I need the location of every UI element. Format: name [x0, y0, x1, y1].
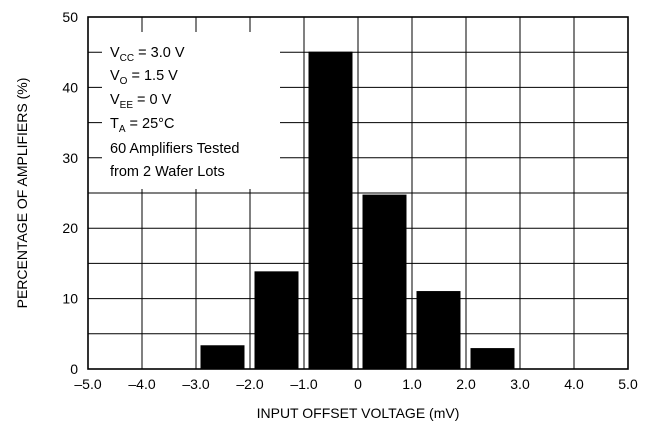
y-tick-label: 30 — [62, 150, 78, 166]
y-tick-labels: 0 10 20 30 40 50 — [62, 9, 78, 377]
grid — [88, 17, 628, 369]
y-tick-label: 0 — [70, 361, 78, 377]
y-tick-label: 10 — [62, 291, 78, 307]
histogram-bar — [470, 348, 515, 370]
y-tick-label: 50 — [62, 9, 78, 25]
y-axis-title: PERCENTAGE OF AMPLIFIERS (%) — [14, 78, 30, 309]
plot-frame — [87, 16, 629, 370]
x-axis-title: INPUT OFFSET VOLTAGE (mV) — [257, 405, 460, 421]
x-tick-label: 5.0 — [618, 376, 638, 392]
histogram-bar — [200, 345, 245, 370]
annotation-amplifiers-tested: 60 Amplifiers Tested — [110, 141, 240, 157]
annotation: VCC = 3.0 V VO = 1.5 V VEE = 0 V TA = 25… — [110, 45, 240, 180]
y-tick-label: 40 — [62, 79, 78, 95]
annotation-ta: TA = 25°C — [110, 116, 174, 135]
histogram-bar — [308, 51, 353, 370]
annotation-wafer-lots: from 2 Wafer Lots — [110, 164, 225, 180]
histogram-bar — [254, 271, 299, 370]
x-tick-label: 4.0 — [564, 376, 584, 392]
x-tick-label: 0 — [354, 376, 362, 392]
x-tick-label: –2.0 — [236, 376, 263, 392]
x-tick-labels: –5.0 –4.0 –3.0 –2.0 –1.0 0 1.0 2.0 3.0 4.0 5.0 — [74, 376, 638, 392]
annotation-vee: VEE = 0 V — [110, 92, 172, 111]
y-tick-label: 20 — [62, 220, 78, 236]
x-tick-label: 3.0 — [510, 376, 530, 392]
x-tick-label: 1.0 — [402, 376, 422, 392]
x-tick-label: –5.0 — [74, 376, 101, 392]
histogram-bar — [362, 194, 407, 370]
histogram-bar — [416, 291, 461, 370]
annotation-vcc: VCC = 3.0 V — [110, 45, 185, 64]
x-tick-label: 2.0 — [456, 376, 476, 392]
bars — [200, 51, 515, 370]
annotation-vo: VO = 1.5 V — [110, 68, 178, 87]
x-tick-label: –1.0 — [290, 376, 317, 392]
x-tick-label: –3.0 — [182, 376, 209, 392]
annotation-box — [102, 32, 280, 189]
x-tick-label: –4.0 — [128, 376, 155, 392]
